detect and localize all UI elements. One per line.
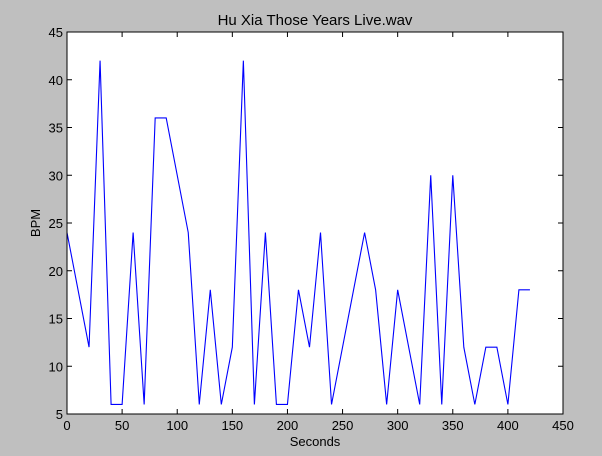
x-tick-label: 350	[442, 418, 464, 433]
x-tick-label: 150	[221, 418, 243, 433]
x-tick-label: 200	[277, 418, 299, 433]
y-tick-label: 30	[49, 168, 63, 183]
y-tick-label: 20	[49, 264, 63, 279]
x-tick-label: 400	[497, 418, 519, 433]
y-tick-label: 10	[49, 359, 63, 374]
chart-title: Hu Xia Those Years Live.wav	[218, 12, 413, 29]
y-tick-label: 40	[49, 73, 63, 88]
y-tick-label: 35	[49, 121, 63, 136]
plot-frame	[66, 31, 564, 415]
x-axis-label: Seconds	[290, 434, 341, 449]
y-tick-label: 45	[49, 25, 63, 40]
axis-tick-labels: 0 50 100 150 200 250 300 350 400 450 5 10 15 20 25 30 35…	[49, 25, 574, 433]
y-tick-label: 25	[49, 216, 63, 231]
bpm-series-line	[66, 60, 530, 405]
x-tick-label: 100	[166, 418, 188, 433]
y-axis-label: BPM	[28, 209, 43, 237]
x-tick-label: 450	[552, 418, 574, 433]
x-tick-label: 50	[115, 418, 129, 433]
x-tick-label: 300	[387, 418, 409, 433]
plot-area	[67, 32, 563, 414]
x-tick-label: 250	[332, 418, 354, 433]
x-tick-label: 0	[63, 418, 70, 433]
y-tick-label: 15	[49, 312, 63, 327]
y-tick-label: 5	[56, 407, 63, 422]
